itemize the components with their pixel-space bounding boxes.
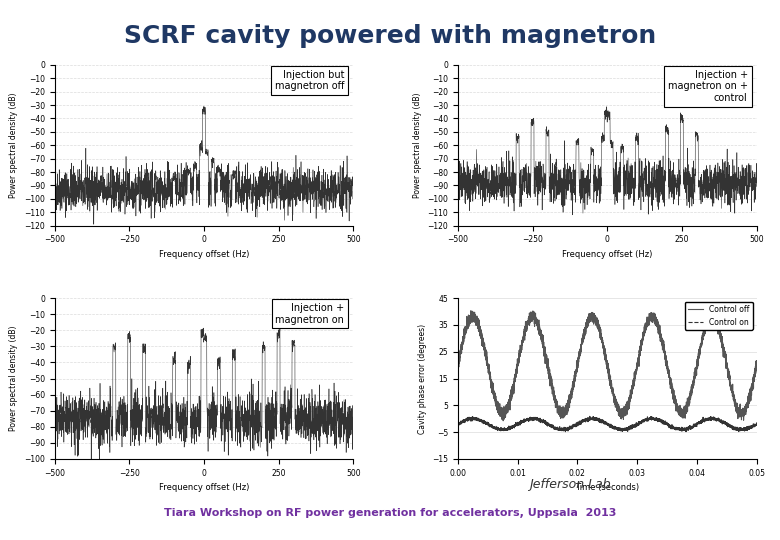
Control on	[585, 413, 594, 420]
Control on	[561, 428, 570, 435]
Y-axis label: Power spectral density (dB): Power spectral density (dB)	[9, 92, 19, 198]
Line: Control off: Control off	[458, 310, 757, 421]
Control off	[699, 331, 708, 338]
Y-axis label: Power spectral density (dB): Power spectral density (dB)	[413, 92, 422, 198]
Control off	[633, 364, 642, 370]
Control on	[647, 415, 657, 422]
Y-axis label: Power spectral density (dB): Power spectral density (dB)	[9, 326, 19, 431]
Text: Injection +
magnetron on: Injection + magnetron on	[275, 303, 344, 325]
X-axis label: Frequency offset (Hz): Frequency offset (Hz)	[562, 250, 652, 259]
Text: Injection but
magnetron off: Injection but magnetron off	[275, 70, 344, 91]
Control on	[752, 422, 761, 428]
Line: Control on: Control on	[458, 416, 757, 431]
X-axis label: Frequency offset (Hz): Frequency offset (Hz)	[159, 483, 249, 492]
Control off	[676, 411, 686, 418]
Legend: Control off, Control on: Control off, Control on	[685, 302, 753, 330]
X-axis label: Time (seconds): Time (seconds)	[575, 483, 640, 492]
Control off	[647, 318, 657, 324]
Control on	[676, 426, 686, 432]
Control off	[508, 385, 517, 392]
Text: Tiara Workshop on RF power generation for accelerators, Uppsala  2013: Tiara Workshop on RF power generation fo…	[164, 508, 616, 518]
Control off	[466, 307, 476, 314]
Control off	[498, 417, 508, 424]
Control on	[453, 421, 463, 427]
Control off	[568, 386, 577, 392]
Y-axis label: Cavity phase error (degrees): Cavity phase error (degrees)	[417, 323, 427, 434]
Control on	[699, 418, 708, 425]
Text: SCRF cavity powered with magnetron: SCRF cavity powered with magnetron	[124, 24, 656, 48]
Text: Injection +
magnetron on +
control: Injection + magnetron on + control	[668, 70, 748, 103]
Control on	[567, 422, 576, 429]
Control on	[508, 426, 517, 432]
Control on	[633, 421, 642, 427]
Control off	[752, 362, 761, 368]
X-axis label: Frequency offset (Hz): Frequency offset (Hz)	[159, 250, 249, 259]
Control off	[453, 367, 463, 373]
Text: Jefferson Lab: Jefferson Lab	[529, 478, 610, 491]
